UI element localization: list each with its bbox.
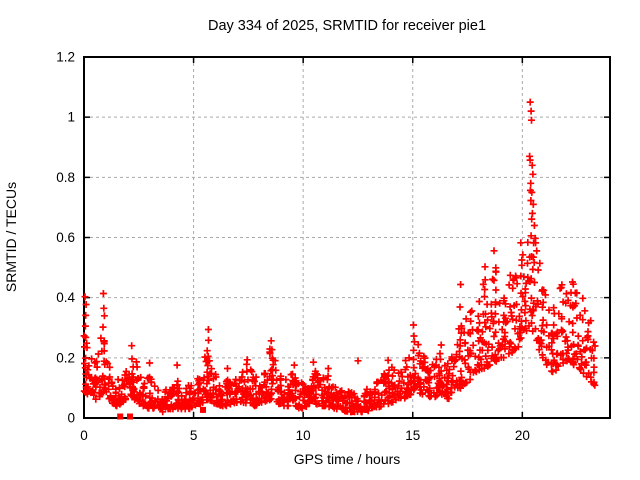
svg-text:0.2: 0.2 [56,350,75,365]
chart-title: Day 334 of 2025, SRMTID for receiver pie… [208,18,486,34]
svg-text:1: 1 [67,110,75,125]
x-axis-label: GPS time / hours [294,451,401,467]
svg-text:5: 5 [190,428,198,443]
svg-text:20: 20 [515,428,530,443]
svg-text:0: 0 [80,428,88,443]
tick-labels: 0 5 10 15 20 0 0.2 0.4 0.6 0.8 1 1.2 [56,50,530,444]
svg-text:0: 0 [67,411,75,426]
svg-text:0.4: 0.4 [56,290,75,305]
svg-text:0.6: 0.6 [56,230,75,245]
svg-text:0.8: 0.8 [56,170,75,185]
data-points [80,98,599,420]
axis-ticks [83,56,610,419]
svg-text:1.2: 1.2 [56,50,75,65]
svg-text:15: 15 [405,428,420,443]
y-axis-label: SRMTID / TECUs [3,182,19,292]
svg-text:10: 10 [296,428,311,443]
